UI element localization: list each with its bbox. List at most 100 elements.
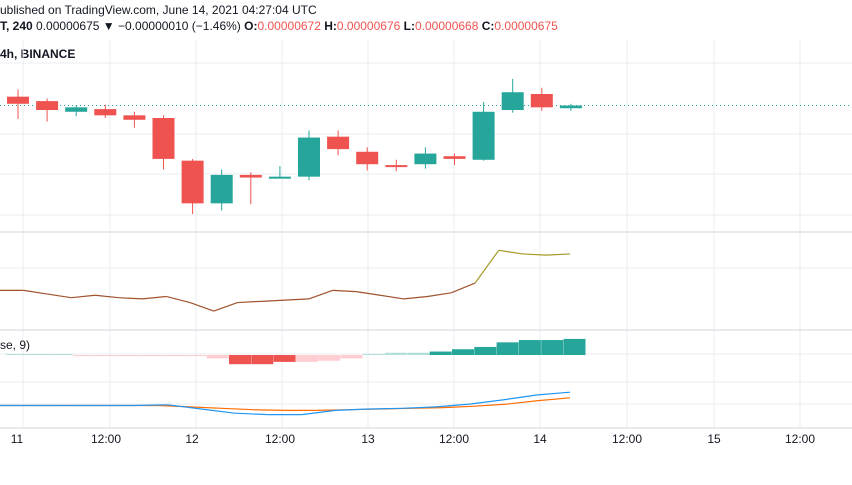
- indicator-segment: [261, 299, 286, 302]
- candle-body: [443, 156, 466, 159]
- macd-histogram-bar: [251, 355, 274, 365]
- open-label: O:: [244, 19, 258, 33]
- macd-histogram-bar: [162, 355, 185, 357]
- indicator-segment: [118, 297, 143, 300]
- macd-line-segment: [469, 399, 504, 405]
- candle-body: [7, 96, 29, 104]
- indicator-layer: [0, 249, 571, 312]
- macd-histogram-bar: [273, 355, 296, 362]
- macd-label: se, 9): [0, 338, 31, 352]
- macd-line-segment: [368, 407, 403, 410]
- signal-line-segment: [538, 397, 571, 402]
- signal-line-segment: [506, 400, 539, 405]
- published-header: ublished on TradingView.com, June 14, 20…: [0, 0, 852, 20]
- macd-histogram-bar: [340, 355, 363, 359]
- macd-line-segment: [134, 404, 168, 407]
- macd-histogram-bar: [95, 355, 118, 357]
- signal-line-segment: [253, 409, 286, 411]
- low-value: 0.00000668: [414, 19, 479, 33]
- macd-histogram-bar: [474, 346, 497, 355]
- macd-line-segment: [301, 409, 336, 416]
- indicator-segment: [332, 289, 357, 293]
- macd-histogram-bar: [518, 340, 541, 355]
- x-tick-label: 12:00: [612, 432, 642, 446]
- macd-line-segment: [502, 394, 537, 401]
- interval-exchange: 4h, BINANCE: [0, 47, 76, 61]
- candle-body: [414, 153, 437, 165]
- macd-histogram-bar: [28, 354, 51, 355]
- macd-histogram-bar: [184, 355, 207, 357]
- macd-histogram-bar: [385, 352, 408, 355]
- macd-histogram-bar: [563, 338, 586, 355]
- macd-histogram-layer: [6, 338, 586, 365]
- macd-histogram-bar: [117, 355, 140, 357]
- low-label: L:: [403, 19, 415, 33]
- candle-body: [268, 176, 291, 179]
- candle-body: [181, 160, 204, 204]
- macd-histogram-bar: [407, 352, 430, 355]
- indicator-segment: [47, 293, 72, 299]
- macd-histogram-bar: [206, 355, 229, 359]
- high-label: H:: [324, 19, 337, 33]
- indicator-segment: [356, 291, 381, 296]
- macd-line-segment: [167, 404, 202, 410]
- macd-histogram-bar: [50, 354, 73, 355]
- x-axis: 11 12:00 12 12:00 13 12:00 14 12:00 15 12:00: [11, 432, 816, 446]
- x-tick-label: 12:00: [91, 432, 121, 446]
- indicator-segment: [403, 295, 428, 300]
- candles-layer: [7, 78, 582, 214]
- macd-histogram-bar: [429, 351, 452, 355]
- candle-body: [239, 174, 262, 178]
- macd-histogram-bar: [452, 349, 474, 355]
- indicator-segment: [284, 298, 309, 301]
- x-tick-label: 12:00: [785, 432, 815, 446]
- indicator-segment: [71, 294, 96, 299]
- last-value: 0.00000675: [36, 19, 100, 33]
- candle-body: [298, 137, 320, 177]
- indicator-segment: [94, 294, 119, 299]
- indicator-segment: [427, 292, 452, 298]
- candle-body: [36, 101, 59, 110]
- indicator-segment: [498, 249, 523, 255]
- macd-histogram-bar: [318, 355, 341, 361]
- candle-body: [65, 107, 88, 112]
- grid-lines: [0, 40, 852, 428]
- x-tick-label: 12: [185, 432, 199, 446]
- candle-body: [94, 109, 117, 116]
- close-label: C:: [481, 19, 495, 33]
- indicator-segment: [189, 301, 214, 312]
- candle-body: [327, 136, 350, 150]
- macd-histogram-bar: [229, 355, 251, 365]
- macd-line-segment: [201, 408, 235, 414]
- indicator-segment: [213, 301, 238, 312]
- candle-body: [123, 115, 146, 120]
- indicator-segment: [474, 249, 500, 284]
- signal-line-segment: [443, 405, 476, 409]
- indicator-segment: [308, 289, 333, 300]
- pane-separators: [0, 231, 852, 429]
- candle-body: [559, 105, 582, 109]
- macd-histogram-bar: [362, 353, 385, 355]
- candle-body: [501, 92, 524, 110]
- macd-histogram-bar: [6, 354, 28, 355]
- indicator-segment: [546, 253, 571, 256]
- open-value: 0.00000672: [257, 19, 321, 33]
- indicator-segment: [23, 289, 48, 295]
- x-tick-label: 13: [361, 432, 375, 446]
- x-tick-label: 11: [11, 432, 24, 446]
- macd-line-segment: [536, 391, 571, 396]
- indicator-segment: [142, 295, 167, 300]
- macd-line-segment: [402, 406, 436, 409]
- candle-body: [210, 174, 233, 204]
- change-value: −0.00000010 (−1.46%): [118, 19, 241, 33]
- indicator-segment: [522, 253, 547, 256]
- candle-body: [356, 151, 379, 165]
- candle-body: [385, 165, 408, 168]
- signal-line-segment: [221, 407, 254, 411]
- high-value: 0.00000676: [336, 19, 401, 33]
- macd-histogram-bar: [139, 355, 162, 357]
- signal-line-segment: [474, 403, 507, 407]
- candle-body: [530, 94, 553, 108]
- signal-line-segment: [189, 406, 222, 409]
